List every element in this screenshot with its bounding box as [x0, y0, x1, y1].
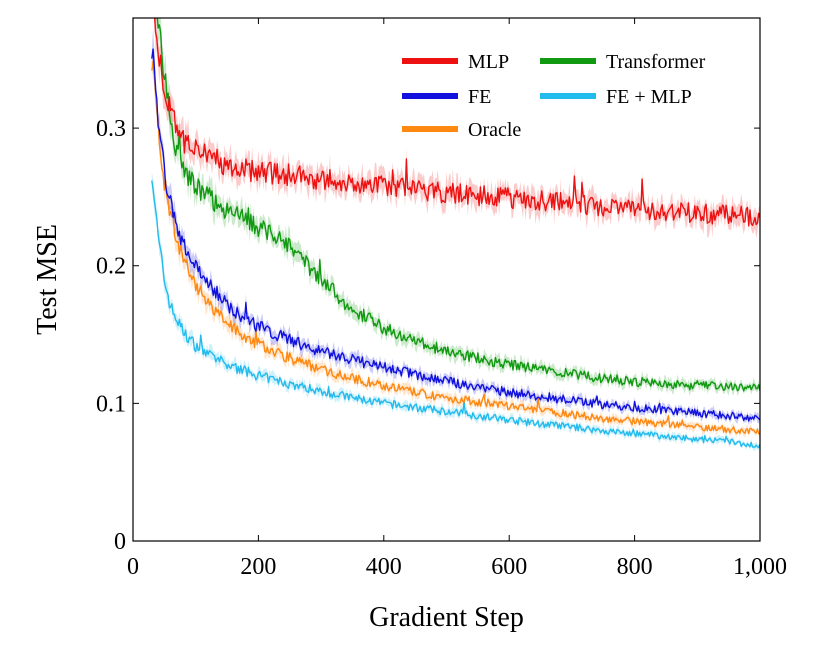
x-tick-label: 0 — [127, 554, 139, 580]
y-tick-label: 0.1 — [96, 391, 126, 417]
y-tick-label: 0.3 — [96, 116, 126, 142]
x-tick-label: 1,000 — [733, 554, 787, 580]
x-tick-label: 200 — [240, 554, 276, 580]
x-tick-label: 400 — [366, 554, 402, 580]
series-line-mlp — [153, 18, 760, 227]
legend: MLP Transformer FE FE + MLP Oracle — [402, 51, 706, 141]
series-line-transformer — [154, 18, 760, 392]
legend-label: MLP — [468, 51, 509, 73]
legend-item-fe-mlp: FE + MLP — [540, 86, 692, 108]
legend-item-transformer: Transformer — [540, 51, 706, 73]
band-mlp — [154, 18, 760, 239]
legend-label: Oracle — [468, 119, 521, 141]
legend-item-fe: FE — [402, 86, 491, 108]
x-axis-title: Gradient Step — [369, 602, 524, 633]
series-line-oracle — [151, 61, 760, 435]
series-lines — [151, 18, 760, 449]
x-axis: 0 200 400 600 800 1,000 — [127, 18, 787, 580]
x-tick-label: 800 — [617, 554, 653, 580]
legend-label: FE — [468, 86, 491, 108]
variance-bands — [151, 18, 760, 451]
plot-frame — [132, 17, 761, 542]
series-line-fe — [151, 48, 760, 422]
legend-label: FE + MLP — [606, 86, 692, 108]
legend-label: Transformer — [606, 51, 706, 73]
x-tick-label: 600 — [491, 554, 527, 580]
series-line-fe-mlp — [151, 180, 760, 449]
y-axis-title: Test MSE — [32, 224, 63, 335]
legend-item-mlp: MLP — [402, 51, 509, 73]
legend-item-oracle: Oracle — [402, 119, 521, 141]
y-axis: 0 0.1 0.2 0.3 — [96, 116, 760, 555]
y-tick-label: 0 — [114, 529, 126, 555]
y-tick-label: 0.2 — [96, 254, 126, 280]
